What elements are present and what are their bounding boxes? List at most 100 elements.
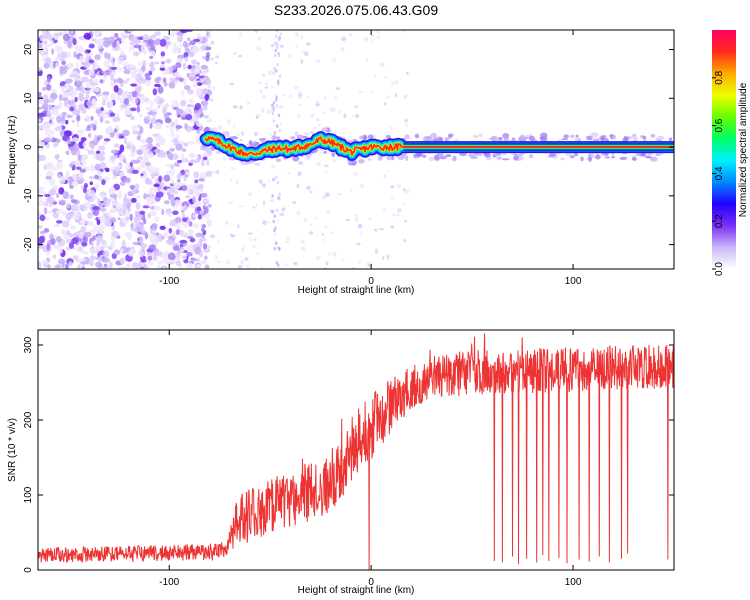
- spectrogram-cell: [356, 242, 361, 246]
- spectrogram-cell: [163, 231, 168, 238]
- spectrogram-cell: [157, 260, 164, 265]
- spectrogram-cell: [175, 125, 183, 130]
- spectrogram-cell: [386, 169, 390, 172]
- spectrogram-cell: [65, 212, 73, 220]
- spectrogram-cell: [152, 88, 158, 96]
- spectrogram-cell: [152, 254, 158, 262]
- spectrogram-cell: [354, 217, 359, 222]
- spectrogram-cell: [70, 204, 78, 212]
- spectrogram-cell: [112, 116, 121, 122]
- spectrogram-cell: [125, 177, 131, 184]
- spectrogram-cell: [108, 65, 112, 74]
- spectrogram-cell: [200, 45, 207, 51]
- spectrogram-cell: [269, 133, 274, 137]
- spectrogram-cell: [91, 98, 97, 105]
- spectrogram-cell: [146, 115, 151, 120]
- spectrogram-cell: [125, 112, 132, 116]
- spectrogram-cell: [78, 231, 84, 239]
- spectrogram-cell: [414, 133, 420, 139]
- spectrogram-cell: [248, 140, 253, 145]
- spectrogram-cell: [195, 264, 202, 268]
- spectrogram-cell: [632, 133, 637, 139]
- spectrogram-cell: [45, 175, 52, 180]
- spectrogram-cell: [345, 218, 351, 222]
- spectrogram-cell: [192, 46, 200, 54]
- spectrogram-cell: [348, 32, 353, 37]
- spectrogram-cell: [258, 137, 267, 141]
- spectrogram-cell: [139, 145, 147, 151]
- spectrogram-cell: [332, 252, 337, 257]
- spectrogram-cell: [232, 104, 238, 109]
- spectrogram-cell: [131, 144, 136, 153]
- spectrogram-cell: [167, 152, 173, 160]
- spectrogram-cell: [138, 113, 143, 118]
- y-tick-label: -10: [23, 188, 34, 203]
- spectrogram-cell: [96, 150, 101, 155]
- spectrogram-cell: [201, 105, 208, 111]
- spectrogram-cell: [80, 226, 87, 233]
- spectrogram-cell: [196, 137, 201, 144]
- spectrogram-cell: [204, 93, 210, 102]
- spectrogram-cell: [341, 36, 347, 42]
- spectrogram-cell: [45, 122, 53, 127]
- spectrogram-cell: [140, 173, 144, 177]
- spectrogram-cell: [199, 172, 208, 180]
- spectrogram-cell: [376, 36, 381, 39]
- spectrogram-cell: [188, 51, 194, 58]
- spectrogram-cell: [195, 64, 201, 72]
- spectrogram-cell: [113, 85, 119, 93]
- spectrogram-cell: [99, 51, 104, 55]
- spectrogram-cell: [187, 184, 194, 190]
- spectrogram-cell: [203, 250, 209, 253]
- spectrogram-cell: [180, 99, 186, 107]
- spectrogram-cell: [89, 175, 95, 180]
- spectrogram-cell: [46, 243, 50, 251]
- spectrogram-cell: [88, 59, 95, 64]
- spectrogram-cell: [120, 104, 128, 108]
- spectrogram-cell: [294, 86, 299, 90]
- spectrogram-cell: [215, 254, 218, 260]
- spectrogram-cell: [57, 31, 63, 36]
- spectrogram-cell: [206, 221, 212, 228]
- spectrogram-cell: [124, 193, 128, 201]
- spectrogram-cell: [119, 257, 126, 265]
- spectrogram-cell: [123, 69, 131, 75]
- spectrogram-cell: [193, 223, 199, 229]
- spectrogram-cell: [186, 88, 194, 95]
- spectrogram-cell: [149, 152, 155, 159]
- spectrogram-cell: [100, 194, 106, 199]
- spectrogram-cell: [593, 138, 600, 142]
- spectrogram-cell: [196, 122, 203, 127]
- spectrogram-cell: [59, 180, 66, 184]
- spectrogram-cell: [590, 132, 599, 138]
- spectrogram-cell: [112, 41, 117, 48]
- spectrogram-cell: [239, 104, 243, 110]
- spectrogram-cell: [295, 44, 298, 50]
- chart-title: S233.2026.075.06.43.G09: [274, 2, 438, 18]
- spectrogram-cell: [246, 101, 251, 105]
- spectrogram-cell: [147, 39, 155, 46]
- spectrogram-cell: [165, 43, 169, 49]
- spectrogram-cell: [172, 242, 177, 247]
- spectrogram-cell: [383, 173, 387, 179]
- x-tick-label: 100: [565, 577, 582, 588]
- spectrogram-cell: [71, 137, 80, 142]
- spectrogram-cell: [99, 162, 107, 170]
- spectrogram-cell: [301, 50, 307, 54]
- spectrogram-cell: [265, 81, 269, 86]
- spectrogram-cell: [162, 106, 167, 114]
- spectrogram-cell: [88, 69, 94, 76]
- spectrogram-cell: [405, 71, 409, 75]
- spectrogram-cell: [52, 166, 58, 171]
- spectrogram-cell: [383, 208, 386, 212]
- spectrogram-cell: [171, 153, 179, 160]
- spectrogram-cell: [563, 134, 570, 139]
- spectrogram-cell: [200, 227, 205, 232]
- spectrogram-cell: [179, 43, 183, 48]
- snr-panel: -100 0 100 0 100 200 300 Height of straight li…: [7, 329, 675, 596]
- spectrogram-cell: [38, 200, 46, 207]
- spectrogram-cell: [65, 119, 69, 125]
- spectrogram-cell: [40, 35, 46, 39]
- spectrogram-cell: [157, 104, 161, 109]
